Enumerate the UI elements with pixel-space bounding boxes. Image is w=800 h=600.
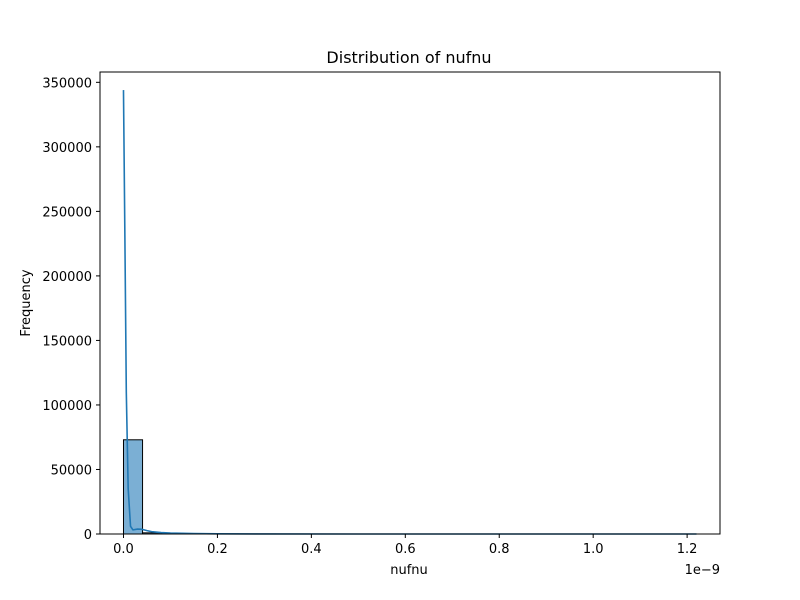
x-tick-label: 0.8 [489, 542, 510, 557]
y-axis-label: Frequency [19, 269, 34, 336]
x-tick-label: 1.2 [677, 542, 698, 557]
y-tick-label: 250000 [42, 205, 92, 220]
x-tick-label: 0.4 [301, 542, 322, 557]
kde-line [122, 90, 697, 535]
x-axis: 0.0 0.2 0.4 0.6 0.8 1.0 1.2 [113, 534, 697, 557]
chart-title: Distribution of nufnu [326, 48, 491, 67]
x-tick-label: 0.2 [207, 542, 228, 557]
x-axis-offset-text: 1e−9 [685, 563, 720, 578]
y-tick-label: 100000 [42, 399, 92, 414]
x-tick-label: 1.0 [583, 542, 604, 557]
y-tick-label: 150000 [42, 334, 92, 349]
x-tick-label: 0.0 [113, 542, 134, 557]
y-tick-label: 50000 [51, 463, 92, 478]
x-tick-label: 0.6 [395, 542, 416, 557]
y-tick-label: 300000 [42, 141, 92, 156]
histogram-bars [122, 439, 277, 535]
y-axis: 0 50000 100000 150000 200000 250000 300000 3500… [42, 76, 100, 543]
y-tick-label: 200000 [42, 270, 92, 285]
histogram-bar [122, 439, 144, 535]
y-tick-label: 350000 [42, 76, 92, 91]
plot-area-frame [99, 71, 721, 535]
x-axis-label: nufnu [390, 563, 428, 578]
y-tick-label: 0 [84, 528, 92, 543]
kde-curve [122, 90, 697, 535]
